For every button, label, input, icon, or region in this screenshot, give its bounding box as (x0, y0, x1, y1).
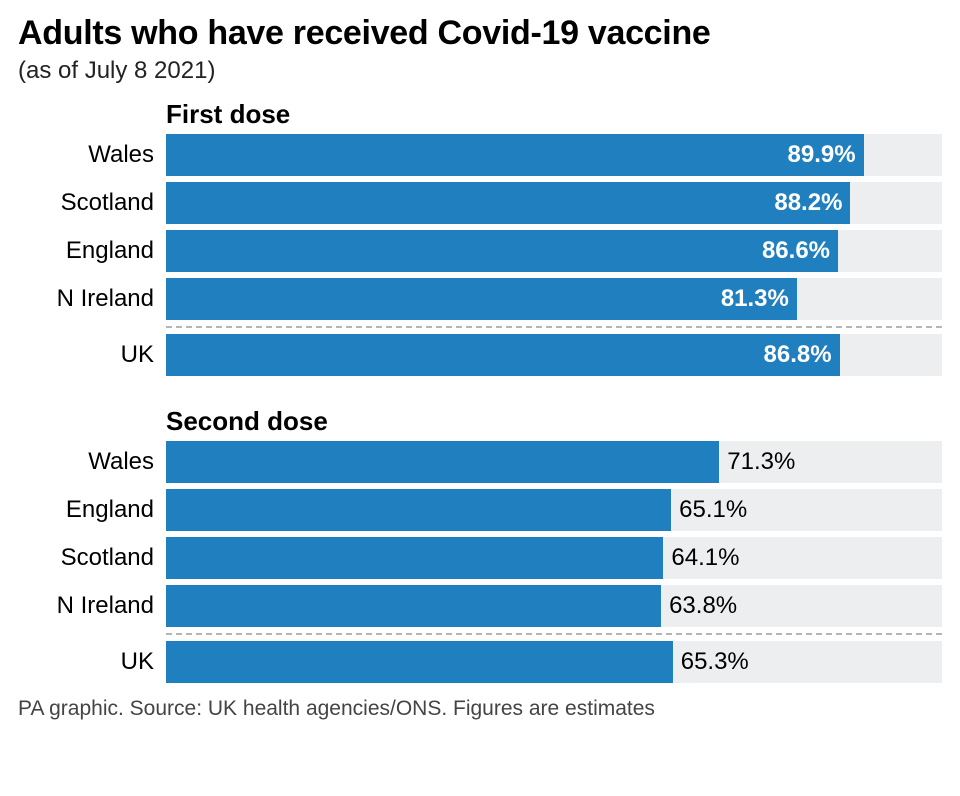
bar-track: 86.8% (166, 334, 942, 376)
bar-label: Wales (18, 141, 166, 169)
bar-label: England (18, 496, 166, 524)
bar-row: UK 86.8% (18, 334, 942, 376)
bar-row: Wales 89.9% (18, 134, 942, 176)
bar-track: 64.1% (166, 537, 942, 579)
bar-track: 63.8% (166, 585, 942, 627)
bar-track: 71.3% (166, 441, 942, 483)
bar-row: UK 65.3% (18, 641, 942, 683)
bar-row: England 65.1% (18, 489, 942, 531)
bar-fill: 81.3% (166, 278, 797, 320)
bar-label: England (18, 237, 166, 265)
bar-fill: 88.2% (166, 182, 850, 224)
bar-fill: 86.6% (166, 230, 838, 272)
bar-track: 81.3% (166, 278, 942, 320)
section-divider (166, 633, 942, 635)
bar-row: Wales 71.3% (18, 441, 942, 483)
bar-fill (166, 585, 661, 627)
bar-row: Scotland 64.1% (18, 537, 942, 579)
bar-fill (166, 537, 663, 579)
bar-label: N Ireland (18, 592, 166, 620)
bar-value: 65.1% (679, 496, 747, 524)
bar-track: 65.1% (166, 489, 942, 531)
bar-fill: 89.9% (166, 134, 864, 176)
bar-label: Scotland (18, 189, 166, 217)
bar-fill: 86.8% (166, 334, 840, 376)
chart-subtitle: (as of July 8 2021) (18, 57, 942, 85)
bar-label: N Ireland (18, 285, 166, 313)
bar-row: N Ireland 63.8% (18, 585, 942, 627)
bar-label: Scotland (18, 544, 166, 572)
section-gap (18, 382, 942, 404)
bar-label: UK (18, 341, 166, 369)
bar-track: 88.2% (166, 182, 942, 224)
bar-value: 86.8% (764, 341, 832, 369)
bar-track: 65.3% (166, 641, 942, 683)
vaccine-chart: Adults who have received Covid-19 vaccin… (0, 0, 960, 731)
chart-title: Adults who have received Covid-19 vaccin… (18, 14, 942, 53)
bar-value: 86.6% (762, 237, 830, 265)
bar-row: Scotland 88.2% (18, 182, 942, 224)
bar-fill (166, 489, 671, 531)
bar-track: 89.9% (166, 134, 942, 176)
bar-value: 81.3% (721, 285, 789, 313)
bar-value: 88.2% (774, 189, 842, 217)
bar-label: UK (18, 648, 166, 676)
bar-row: N Ireland 81.3% (18, 278, 942, 320)
bar-value: 64.1% (671, 544, 739, 572)
section-header: Second dose (166, 406, 942, 437)
bar-fill (166, 641, 673, 683)
bar-label: Wales (18, 448, 166, 476)
bar-value: 71.3% (727, 448, 795, 476)
bar-track: 86.6% (166, 230, 942, 272)
chart-sections: First doseWales89.9%Scotland88.2%England… (18, 99, 942, 683)
bar-value: 65.3% (681, 648, 749, 676)
section-divider (166, 326, 942, 328)
bar-value: 89.9% (788, 141, 856, 169)
bar-value: 63.8% (669, 592, 737, 620)
chart-footer: PA graphic. Source: UK health agencies/O… (18, 697, 942, 721)
bar-row: England 86.6% (18, 230, 942, 272)
section-header: First dose (166, 99, 942, 130)
bar-fill (166, 441, 719, 483)
